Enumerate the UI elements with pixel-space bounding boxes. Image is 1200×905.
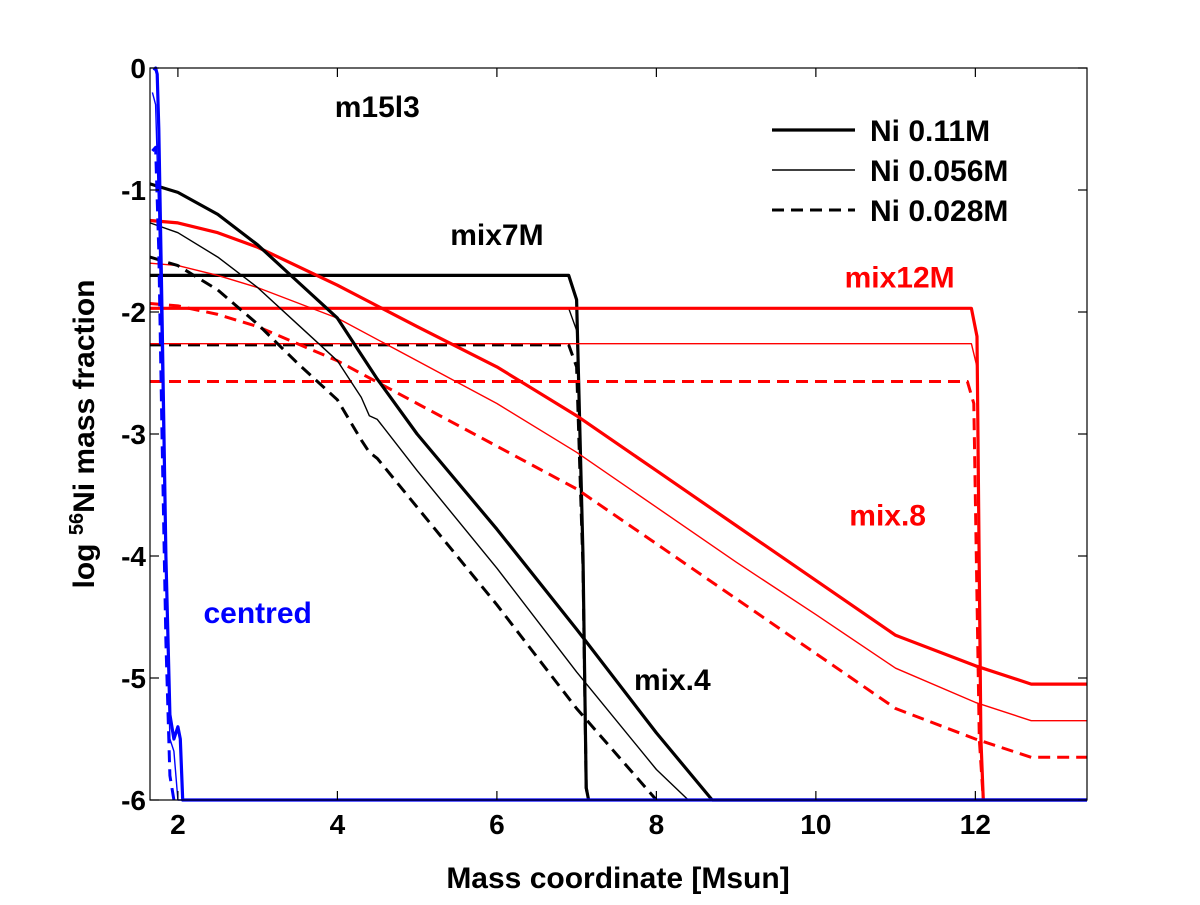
y-axis-title-prefix: log xyxy=(68,535,101,588)
annotation-mix7m: mix7M xyxy=(450,219,543,252)
legend: Ni 0.11M Ni 0.056M Ni 0.028M xyxy=(772,115,1008,228)
annotations-layer: m15l3 mix7M mix12M mix.8 mix.4 centred xyxy=(203,91,954,697)
x-tick-label-2: 6 xyxy=(489,809,505,840)
series-line-6 xyxy=(149,218,1087,686)
plot-background xyxy=(150,68,1087,800)
legend-label-2: Ni 0.028M xyxy=(870,195,1008,228)
x-tick-label-4: 10 xyxy=(800,809,831,840)
x-tick-label-3: 8 xyxy=(649,809,665,840)
y-tick-label-6: -6 xyxy=(121,785,146,816)
annotation-mix-8: mix.8 xyxy=(849,500,926,533)
x-tick-label-1: 4 xyxy=(330,809,346,840)
series-line-10 xyxy=(149,222,689,801)
y-axis-title: log 56Ni mass fraction xyxy=(66,280,101,589)
annotation-mix12m: mix12M xyxy=(845,262,955,295)
y-tick-label-5: -5 xyxy=(121,663,146,694)
series-line-11 xyxy=(149,255,658,801)
annotation-m15l3: m15l3 xyxy=(335,91,420,124)
series-line-7 xyxy=(149,262,1087,722)
y-axis-title-superscript: 56 xyxy=(66,513,88,535)
y-tick-label-1: -1 xyxy=(121,175,146,206)
ticks-layer: 2 4 6 8 10 12 0 -1 -2 -3 -4 -5 -6 xyxy=(121,53,1087,840)
legend-label-1: Ni 0.056M xyxy=(870,155,1008,188)
series-line-5 xyxy=(150,380,985,801)
y-tick-label-4: -4 xyxy=(121,541,146,572)
legend-label-0: Ni 0.11M xyxy=(870,115,990,148)
x-axis-title: Mass coordinate [Msun] xyxy=(446,862,789,895)
series-line-9 xyxy=(149,182,1087,802)
series-line-2 xyxy=(150,343,591,801)
y-axis-title-suffix: Ni mass fraction xyxy=(68,280,101,513)
series-line-14 xyxy=(151,145,176,801)
series-line-8 xyxy=(149,302,1087,759)
annotation-centred: centred xyxy=(203,597,311,630)
y-tick-label-0: 0 xyxy=(130,53,146,84)
annotation-mix-4: mix.4 xyxy=(634,664,711,697)
y-tick-label-3: -3 xyxy=(121,419,146,450)
x-tick-label-5: 12 xyxy=(960,809,991,840)
series-line-4 xyxy=(150,343,984,801)
x-tick-label-0: 2 xyxy=(170,809,186,840)
y-tick-label-2: -2 xyxy=(121,297,146,328)
series-layer xyxy=(149,66,1087,802)
